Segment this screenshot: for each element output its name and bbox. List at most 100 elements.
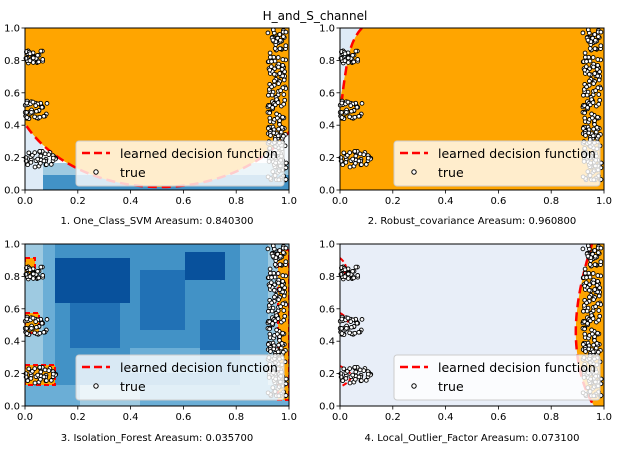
data-point [30, 276, 36, 281]
data-point [270, 37, 276, 43]
data-point [595, 301, 601, 307]
data-point [35, 372, 41, 378]
data-point [345, 315, 351, 321]
data-point [361, 368, 367, 373]
y-tick-label: 0.2 [319, 153, 335, 164]
y-tick-label: 1.0 [4, 24, 20, 35]
y-tick-label: 0.8 [319, 56, 335, 67]
data-point [351, 59, 357, 65]
data-point [583, 280, 589, 285]
x-tick-label: 0.4 [123, 196, 139, 207]
data-point [29, 109, 34, 115]
data-point [356, 374, 362, 380]
data-point [349, 324, 354, 330]
data-point [591, 280, 596, 286]
data-point [38, 153, 44, 159]
data-point [280, 278, 286, 284]
data-point [590, 55, 596, 60]
data-point [590, 100, 596, 105]
data-point [279, 66, 285, 72]
legend-marker-icon [411, 169, 417, 175]
data-point [342, 267, 348, 273]
data-point [340, 378, 346, 384]
data-point [44, 378, 49, 383]
data-point [267, 331, 273, 337]
legend-marker-icon [93, 383, 99, 389]
data-point [592, 262, 598, 267]
data-point [584, 308, 590, 314]
data-point [596, 317, 602, 323]
scatter-points [22, 27, 289, 183]
data-point [593, 37, 598, 43]
data-point [268, 133, 273, 138]
data-point [280, 273, 286, 278]
data-point [596, 293, 602, 299]
data-point [350, 52, 355, 58]
data-point [268, 280, 274, 285]
data-point [586, 287, 592, 293]
data-point [270, 321, 275, 326]
data-point [39, 104, 45, 110]
data-point [589, 331, 595, 337]
x-tick-label: 0.2 [385, 412, 401, 423]
data-point [363, 378, 369, 383]
axes-frame [24, 27, 290, 191]
data-point [32, 150, 38, 155]
data-point [592, 46, 598, 51]
data-point [596, 133, 601, 139]
x-tick-label: 0.2 [70, 196, 86, 207]
data-point [275, 271, 281, 276]
data-point [38, 264, 44, 270]
data-point [280, 57, 286, 62]
data-point [281, 250, 286, 255]
data-point [41, 374, 47, 380]
x-tick-label: 0.2 [385, 196, 401, 207]
data-point [275, 349, 281, 355]
x-tick-label: 0.2 [70, 412, 86, 423]
data-point [587, 294, 592, 300]
data-point [26, 150, 32, 156]
y-tick-label: 0.6 [319, 88, 335, 99]
legend: learned decision function true [75, 140, 285, 187]
data-point [350, 268, 355, 274]
data-point [352, 148, 358, 154]
data-point [275, 133, 281, 139]
axes-frame [339, 243, 605, 407]
data-point [582, 50, 588, 56]
data-point [46, 152, 52, 157]
data-point [283, 393, 289, 398]
data-point [583, 133, 588, 138]
y-tick-label: 0.8 [4, 56, 20, 67]
legend-entry-true: true [438, 379, 464, 394]
data-point [359, 317, 365, 322]
x-tick-label: 0.8 [228, 196, 244, 207]
data-point [42, 367, 48, 373]
x-tick-label: 0.6 [490, 196, 506, 207]
y-tick-label: 1.0 [4, 240, 20, 251]
data-point [582, 326, 587, 332]
data-point [340, 162, 346, 168]
data-point [280, 330, 285, 336]
data-point [354, 320, 360, 326]
y-tick-label: 0.6 [319, 304, 335, 315]
data-point [347, 330, 352, 336]
data-point [596, 250, 601, 255]
legend-marker-icon [93, 169, 99, 175]
data-point [350, 372, 356, 378]
x-tick-label: 0.6 [175, 196, 191, 207]
legend-entry-true: true [120, 165, 146, 180]
data-point [30, 271, 36, 277]
data-point [34, 324, 39, 330]
data-point [280, 85, 286, 91]
data-point [353, 369, 359, 375]
data-point [276, 126, 281, 132]
data-point [46, 368, 52, 373]
data-point [345, 276, 351, 281]
data-point [277, 262, 283, 267]
data-point [44, 101, 50, 106]
data-point [268, 64, 274, 69]
data-point [581, 308, 586, 314]
data-point [580, 30, 586, 36]
data-point [347, 380, 353, 386]
